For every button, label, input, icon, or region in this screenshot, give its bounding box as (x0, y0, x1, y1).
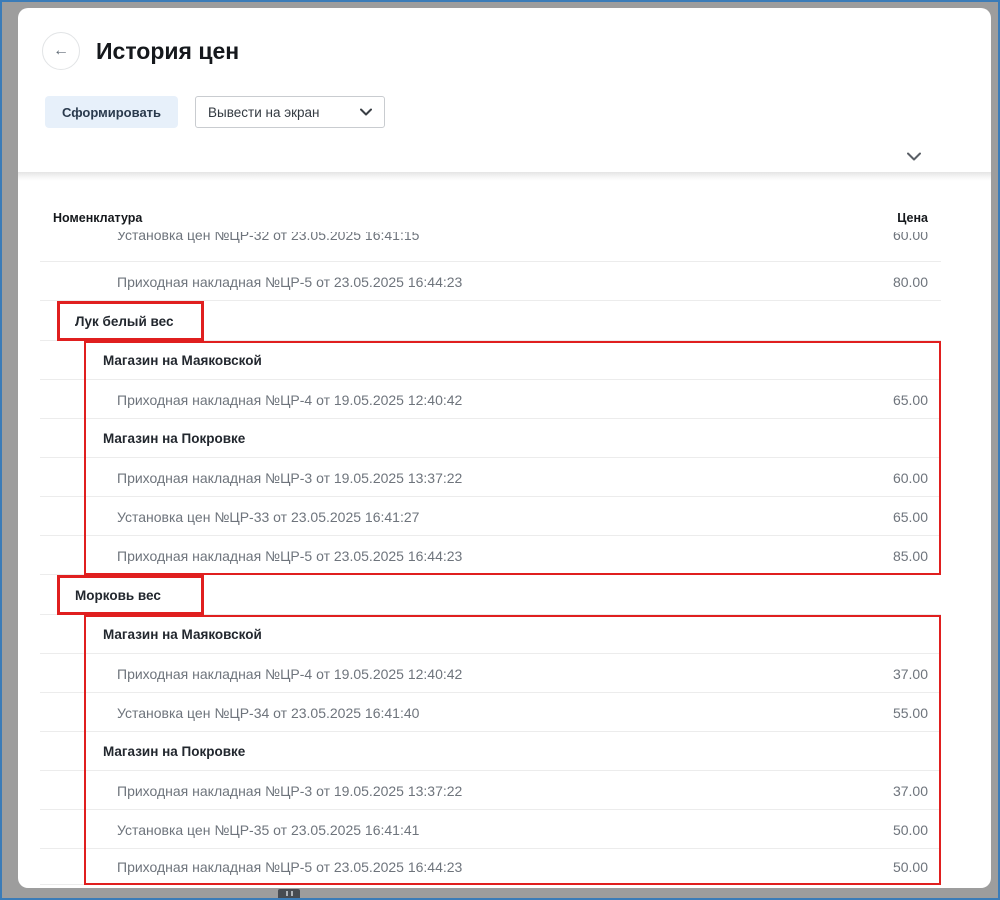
row-price: 65.00 (892, 391, 928, 408)
table-row-document[interactable]: Установка цен №ЦР-34 от 23.05.2025 16:41… (18, 693, 991, 732)
report-body: Установка цен №ЦР-32 от 23.05.2025 16:41… (18, 232, 991, 885)
row-price: 85.00 (892, 547, 928, 564)
row-label: Приходная накладная №ЦР-5 от 23.05.2025 … (117, 273, 463, 290)
row-label: Установка цен №ЦР-33 от 23.05.2025 16:41… (117, 508, 420, 525)
column-header-nomenclature: Номенклатура (53, 211, 143, 225)
row-label: Магазин на Покровке (103, 431, 246, 446)
row-price: 55.00 (892, 704, 928, 721)
row-label: Приходная накладная №ЦР-5 от 23.05.2025 … (117, 859, 463, 875)
header-shadow-divider (18, 172, 991, 181)
table-row-document[interactable]: Установка цен №ЦР-35 от 23.05.2025 16:41… (18, 810, 991, 849)
row-label: Морковь вес (75, 587, 161, 603)
row-label: Приходная накладная №ЦР-3 от 19.05.2025 … (117, 469, 463, 486)
background-window-icon-fragment (278, 889, 300, 898)
row-label: Приходная накладная №ЦР-4 от 19.05.2025 … (117, 665, 463, 682)
row-label: Приходная накладная №ЦР-3 от 19.05.2025 … (117, 782, 463, 799)
page-title: История цен (96, 37, 240, 64)
column-header-price: Цена (897, 211, 928, 225)
toolbar: Сформировать Вывести на экран (45, 96, 386, 128)
row-price: 37.00 (892, 665, 928, 682)
table-row-document[interactable]: Приходная накладная №ЦР-3 от 19.05.2025 … (18, 771, 991, 810)
chevron-down-icon (907, 152, 921, 161)
display-mode-value: Вывести на экран (208, 104, 320, 120)
display-mode-select[interactable]: Вывести на экран (195, 96, 386, 128)
table-row-product-group[interactable]: Лук белый вес (18, 301, 991, 341)
collapse-settings-button[interactable] (903, 148, 925, 164)
row-label: Магазин на Маяковской (103, 627, 262, 642)
row-label: Приходная накладная №ЦР-5 от 23.05.2025 … (117, 547, 463, 564)
row-label: Установка цен №ЦР-32 от 23.05.2025 16:41… (117, 232, 420, 243)
back-button[interactable]: ← (42, 32, 80, 70)
table-row-document[interactable]: Установка цен №ЦР-33 от 23.05.2025 16:41… (18, 497, 991, 536)
generate-button[interactable]: Сформировать (45, 96, 179, 128)
row-price: 37.00 (892, 782, 928, 799)
row-price: 60.00 (892, 469, 928, 486)
table-row-document[interactable]: Установка цен №ЦР-32 от 23.05.2025 16:41… (18, 232, 991, 262)
price-history-report: ← История цен Сформировать Вывести на эк… (18, 8, 991, 888)
table-header: Номенклатура Цена (18, 204, 991, 232)
row-label: Установка цен №ЦР-34 от 23.05.2025 16:41… (117, 704, 420, 721)
table-row-store-group[interactable]: Магазин на Покровке (18, 419, 991, 458)
row-price: 65.00 (892, 508, 928, 525)
table-row-document[interactable]: Приходная накладная №ЦР-5 от 23.05.2025 … (18, 536, 991, 575)
row-price: 80.00 (892, 273, 928, 290)
table-row-document[interactable]: Приходная накладная №ЦР-4 от 19.05.2025 … (18, 654, 991, 693)
row-price: 50.00 (892, 821, 928, 838)
table-row-document[interactable]: Приходная накладная №ЦР-5 от 23.05.2025 … (18, 849, 991, 885)
chevron-down-icon (360, 108, 373, 116)
row-label: Приходная накладная №ЦР-4 от 19.05.2025 … (117, 391, 463, 408)
table-row-document[interactable]: Приходная накладная №ЦР-3 от 19.05.2025 … (18, 458, 991, 497)
arrow-left-icon: ← (53, 41, 69, 59)
table-row-product-group[interactable]: Морковь вес (18, 575, 991, 615)
row-price: 50.00 (892, 859, 928, 875)
page-header: ← История цен (42, 32, 239, 70)
table-row-store-group[interactable]: Магазин на Маяковской (18, 615, 991, 654)
row-label: Магазин на Покровке (103, 744, 246, 759)
row-label: Магазин на Маяковской (103, 353, 262, 368)
table-row-document[interactable]: Приходная накладная №ЦР-4 от 19.05.2025 … (18, 380, 991, 419)
row-label: Лук белый вес (75, 313, 174, 329)
table-row-document[interactable]: Приходная накладная №ЦР-5 от 23.05.2025 … (18, 262, 991, 301)
table-row-store-group[interactable]: Магазин на Маяковской (18, 341, 991, 380)
table-row-store-group[interactable]: Магазин на Покровке (18, 732, 991, 771)
row-price: 60.00 (892, 232, 928, 243)
row-label: Установка цен №ЦР-35 от 23.05.2025 16:41… (117, 821, 420, 838)
